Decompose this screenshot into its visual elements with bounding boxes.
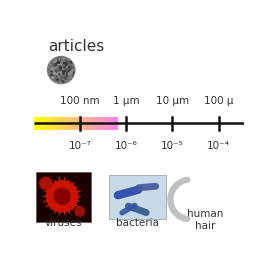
Bar	[93, 117, 94, 130]
Bar	[83, 117, 84, 130]
Text: 1 μm: 1 μm	[113, 96, 140, 105]
Bar	[64, 117, 65, 130]
Bar	[74, 117, 75, 130]
Bar	[76, 117, 77, 130]
Bar	[42, 117, 43, 130]
Bar	[70, 117, 71, 130]
Bar	[43, 117, 44, 130]
Text: 10⁻⁴: 10⁻⁴	[207, 141, 230, 151]
Bar	[104, 117, 105, 130]
Bar	[81, 117, 82, 130]
Bar	[92, 117, 93, 130]
Bar	[71, 117, 72, 130]
Text: viruses: viruses	[44, 218, 82, 228]
Bar	[41, 117, 42, 130]
Circle shape	[47, 57, 75, 84]
Bar	[47, 117, 49, 130]
Bar	[59, 117, 60, 130]
Bar	[82, 117, 83, 130]
Bar	[102, 117, 103, 130]
Bar	[115, 117, 116, 130]
Bar	[109, 117, 111, 130]
Bar	[52, 117, 53, 130]
Bar	[49, 117, 50, 130]
Bar	[88, 117, 89, 130]
Bar	[65, 117, 66, 130]
Bar	[79, 117, 80, 130]
Bar	[72, 117, 73, 130]
Bar	[69, 117, 70, 130]
Bar	[66, 117, 67, 130]
Text: 10⁻⁷: 10⁻⁷	[69, 141, 91, 151]
Bar	[84, 117, 85, 130]
Text: articles: articles	[49, 39, 105, 54]
Text: bacteria: bacteria	[116, 218, 159, 228]
Bar	[109, 175, 166, 219]
Bar	[44, 117, 46, 130]
Bar	[112, 117, 113, 130]
Bar	[36, 172, 91, 222]
Bar	[114, 117, 115, 130]
Bar	[100, 117, 101, 130]
Bar	[56, 117, 57, 130]
Bar	[55, 117, 56, 130]
Bar	[107, 117, 108, 130]
Bar	[53, 117, 54, 130]
Bar	[99, 117, 100, 130]
Bar	[75, 117, 76, 130]
Bar	[80, 117, 81, 130]
Bar	[57, 117, 58, 130]
Bar	[89, 117, 91, 130]
Bar	[50, 117, 51, 130]
Circle shape	[54, 189, 70, 204]
Bar	[36, 117, 37, 130]
Bar	[46, 117, 47, 130]
Bar	[38, 117, 39, 130]
Bar	[97, 117, 98, 130]
Circle shape	[51, 61, 65, 74]
Bar	[113, 117, 114, 130]
Circle shape	[75, 207, 84, 216]
Bar	[78, 117, 79, 130]
Bar	[54, 117, 55, 130]
Bar	[96, 117, 97, 130]
Bar	[51, 117, 52, 130]
Bar	[39, 117, 40, 130]
Text: 10⁻⁵: 10⁻⁵	[161, 141, 184, 151]
Bar	[73, 117, 74, 130]
Text: 100 μ: 100 μ	[204, 96, 233, 105]
Bar	[94, 117, 95, 130]
Bar	[116, 117, 117, 130]
Text: 100 nm: 100 nm	[60, 96, 100, 105]
Bar	[106, 117, 107, 130]
Text: 10 μm: 10 μm	[156, 96, 189, 105]
Circle shape	[46, 181, 78, 212]
Bar	[117, 117, 118, 130]
Bar	[105, 117, 106, 130]
Bar	[62, 117, 63, 130]
Bar	[103, 117, 104, 130]
Text: human
hair: human hair	[187, 209, 223, 231]
Bar	[61, 117, 62, 130]
Bar	[111, 117, 112, 130]
Bar	[63, 117, 64, 130]
Bar	[37, 117, 38, 130]
Bar	[67, 117, 69, 130]
Bar	[86, 117, 88, 130]
Circle shape	[40, 178, 52, 189]
Bar	[77, 117, 78, 130]
Bar	[101, 117, 102, 130]
Text: 10⁻⁶: 10⁻⁶	[115, 141, 138, 151]
Bar	[40, 117, 41, 130]
Bar	[58, 117, 59, 130]
Bar	[34, 117, 35, 130]
Bar	[108, 117, 109, 130]
Bar	[98, 117, 99, 130]
Bar	[95, 117, 96, 130]
Bar	[91, 117, 92, 130]
Bar	[60, 117, 61, 130]
Bar	[35, 117, 36, 130]
Bar	[85, 117, 86, 130]
